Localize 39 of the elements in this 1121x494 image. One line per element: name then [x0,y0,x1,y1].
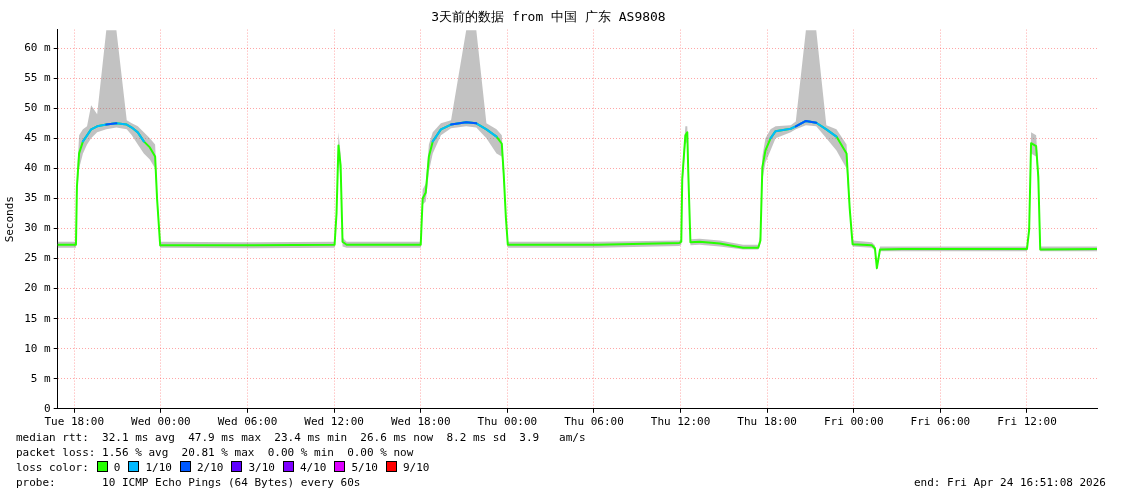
x-tick-label: Fri 00:00 [823,415,884,429]
y-tick-label: 5 m [30,371,52,385]
x-tick-label: Wed 00:00 [131,415,191,429]
x-tick-label: Thu 18:00 [737,415,797,429]
y-tick-label: 50 m [24,101,52,115]
y-tick-label: 35 m [24,191,52,205]
y-tick-label: 10 m [24,341,52,355]
x-tick-label: Wed 12:00 [304,415,364,429]
x-tick-label: Wed 18:00 [390,415,451,429]
y-tick-label: 30 m [24,221,52,235]
y-tick-label: 40 m [24,161,52,175]
text: end: Fri Apr 24 16:51:08 2026 [913,475,1106,490]
legend-label: 0 [113,461,121,474]
y-tick-label: 55 m [24,71,52,85]
x-tick-label: Thu 12:00 [650,415,711,429]
legend-label: 2/10 [196,461,224,474]
x-tick-label: Fri 12:00 [997,415,1057,429]
x-tick-label: Fri 06:00 [910,415,971,429]
legend-label: 3/10 [248,461,275,474]
legend-label: 9/10 [402,461,430,474]
y-tick-label: 25 m [24,251,52,265]
y-tick-label: 60 m [24,41,52,55]
y-tick-label: 15 m [24,311,52,325]
legend-title: loss color: [16,461,89,474]
y-tick-label: 0 [44,401,51,415]
x-tick-label: Tue 18:00 [44,415,105,429]
y-tick-label: 20 m [24,281,52,295]
x-tick-label: Thu 06:00 [564,415,624,429]
x-tick-label: Thu 00:00 [477,415,538,429]
text: probe: 10 ICMP Echo Pings (64 Bytes) every 60s [16,476,361,489]
chart-title: 3天前的数据 from 中国 广东 AS9808 [431,9,666,25]
legend-label: 4/10 [299,461,327,474]
legend-label: 1/10 [145,461,172,474]
text: median rtt: 32.1 ms avg 47.9 ms max 23.4 ms min 26.6 ms now 8.2 ms sd 3.9 am/s [16,430,587,445]
y-axis-title: Seconds [3,196,17,243]
x-tick-label: Wed 06:00 [217,415,278,429]
y-tick-label: 45 m [24,131,52,145]
text: packet loss: 1.56 % avg 20.81 % max 0.00 % min 0.00 % now [16,445,415,460]
legend-label: 5/10 [351,461,378,474]
